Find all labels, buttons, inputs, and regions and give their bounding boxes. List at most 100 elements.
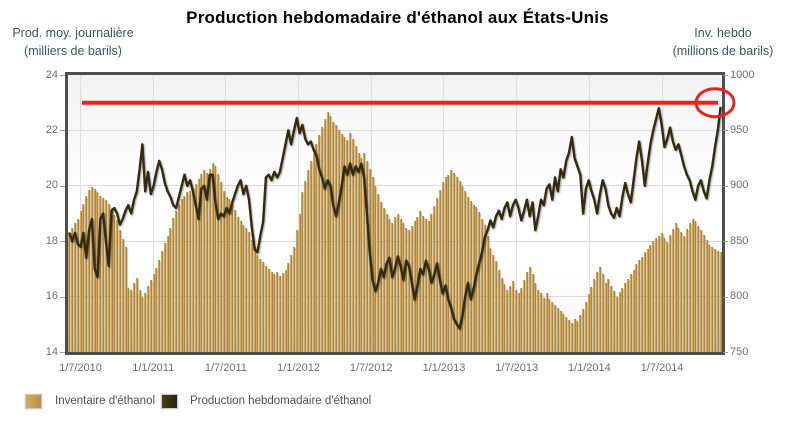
inventory-bar bbox=[565, 316, 568, 352]
inventory-bar bbox=[483, 224, 486, 352]
left-tick-label: 16 bbox=[45, 290, 58, 303]
inventory-bars-layer bbox=[68, 75, 722, 352]
inventory-bar bbox=[161, 251, 164, 352]
right-tick-mark bbox=[723, 75, 728, 76]
v-gridline bbox=[516, 75, 518, 352]
inventory-bar bbox=[197, 179, 200, 352]
inventory-bar bbox=[424, 219, 427, 352]
inventory-bar bbox=[155, 267, 158, 352]
inventory-bar bbox=[312, 152, 315, 352]
inventory-bar bbox=[326, 111, 329, 352]
inventory-bar bbox=[663, 237, 666, 352]
inventory-bar bbox=[85, 195, 88, 352]
left-tick-mark bbox=[60, 352, 65, 353]
right-tick-mark bbox=[723, 241, 728, 243]
right-tick-mark bbox=[723, 352, 728, 353]
inventory-bar bbox=[315, 143, 318, 352]
inventory-bar bbox=[121, 238, 124, 352]
inventory-bar bbox=[298, 213, 301, 352]
right-tick-mark bbox=[723, 296, 728, 298]
chart-title: Production hebdomadaire d'éthanol aux Ét… bbox=[186, 8, 609, 27]
inventory-bar bbox=[509, 285, 512, 352]
inventory-bar bbox=[391, 223, 394, 352]
inventory-bar bbox=[357, 152, 360, 352]
inventory-bar bbox=[669, 234, 672, 352]
inventory-bar bbox=[301, 192, 304, 352]
inventory-bar bbox=[497, 270, 500, 352]
inventory-bar bbox=[267, 268, 270, 352]
inventory-bar bbox=[503, 284, 506, 352]
inventory-bar bbox=[713, 248, 716, 352]
inventory-bar bbox=[545, 293, 548, 352]
inventory-bar bbox=[596, 272, 599, 352]
inventory-bar bbox=[570, 323, 573, 352]
inventory-bar bbox=[691, 219, 694, 352]
inventory-bar bbox=[452, 172, 455, 352]
inventory-bar bbox=[657, 235, 660, 352]
inventory-bar bbox=[711, 246, 714, 352]
inventory-bar bbox=[486, 235, 489, 352]
inventory-bar bbox=[537, 289, 540, 352]
inventory-bar bbox=[329, 116, 332, 352]
inventory-bar bbox=[666, 242, 669, 352]
inventory-bar bbox=[371, 176, 374, 352]
legend-swatch-inventory bbox=[25, 394, 42, 409]
inventory-bar bbox=[306, 170, 309, 352]
inventory-bar bbox=[461, 185, 464, 352]
inventory-bar bbox=[169, 227, 172, 352]
inventory-bar bbox=[649, 244, 652, 352]
inventory-bar bbox=[337, 130, 340, 352]
inventory-bar bbox=[242, 224, 245, 352]
legend-label-inventory: Inventaire d'éthanol bbox=[55, 395, 156, 407]
inventory-bar bbox=[332, 121, 335, 352]
inventory-bar bbox=[528, 266, 531, 352]
inventory-bar bbox=[149, 279, 152, 352]
inventory-bar bbox=[405, 227, 408, 352]
left-tick-mark bbox=[60, 130, 65, 132]
inventory-bar bbox=[166, 235, 169, 352]
inventory-bar bbox=[264, 265, 267, 352]
inventory-bar bbox=[132, 283, 135, 352]
inventory-bar bbox=[590, 286, 593, 352]
inventory-bar bbox=[211, 162, 214, 352]
left-tick-label: 22 bbox=[45, 123, 58, 136]
inventory-bar bbox=[225, 196, 228, 352]
left-tick-mark bbox=[60, 241, 65, 243]
inventory-bar bbox=[394, 216, 396, 352]
inventory-bar bbox=[118, 230, 121, 352]
inventory-bar bbox=[135, 277, 138, 352]
inventory-bar bbox=[88, 190, 91, 352]
inventory-bar bbox=[638, 260, 641, 352]
inventory-bar bbox=[340, 133, 343, 352]
inventory-bar bbox=[351, 139, 354, 352]
inventory-bar bbox=[626, 278, 629, 352]
inventory-bar bbox=[234, 210, 236, 352]
inventory-bar bbox=[719, 252, 722, 352]
left-axis-title-line2: (milliers de barils) bbox=[24, 44, 122, 59]
inventory-bar bbox=[82, 203, 85, 352]
inventory-bar bbox=[495, 261, 498, 352]
inventory-bar bbox=[379, 202, 382, 352]
inventory-bar bbox=[604, 283, 607, 352]
inventory-bar bbox=[346, 140, 349, 352]
right-tick-label: 900 bbox=[730, 179, 749, 192]
inventory-bar bbox=[422, 215, 425, 352]
x-tick-label: 1/1/2013 bbox=[422, 362, 466, 374]
inventory-bar bbox=[492, 254, 495, 352]
inventory-bar bbox=[217, 173, 220, 352]
left-axis-title-line1: Prod. moy. journalière bbox=[12, 26, 134, 40]
v-gridline bbox=[370, 75, 372, 352]
inventory-bar bbox=[256, 254, 259, 352]
x-tick-label: 1/7/2010 bbox=[59, 362, 102, 374]
left-axis-title: Prod. moy. journalière (milliers de bari… bbox=[6, 24, 140, 60]
inventory-bar bbox=[124, 246, 127, 352]
inventory-bar bbox=[228, 199, 231, 352]
x-tick-label: 1/7/2013 bbox=[495, 362, 539, 374]
inventory-bar bbox=[607, 278, 610, 352]
inventory-bar bbox=[584, 302, 587, 352]
inventory-bar bbox=[601, 274, 604, 352]
x-tick-label: 1/1/2014 bbox=[567, 362, 611, 374]
inventory-bar bbox=[219, 182, 222, 352]
right-tick-label: 850 bbox=[730, 234, 749, 247]
